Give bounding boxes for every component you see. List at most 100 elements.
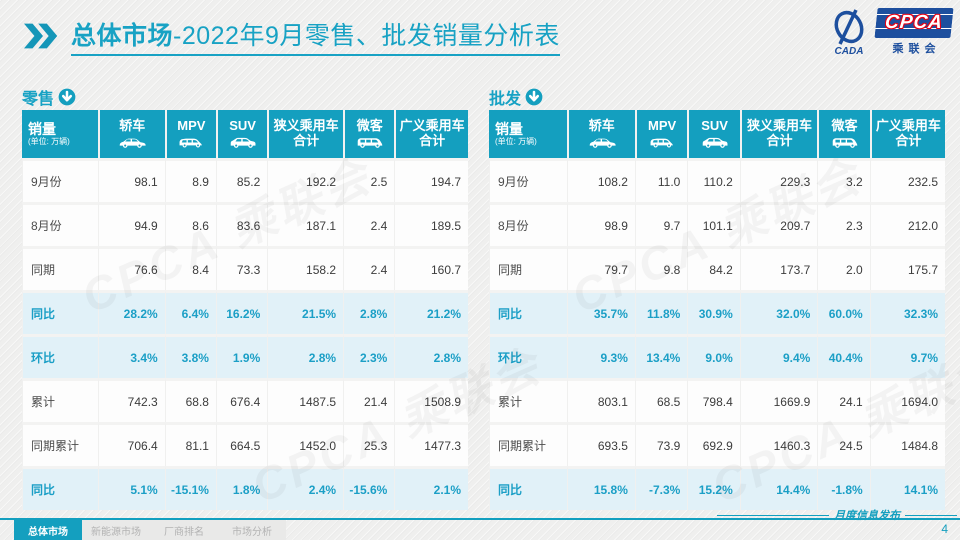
column-label: MPV bbox=[648, 118, 677, 134]
column-header: 轿车 bbox=[566, 110, 635, 158]
value-cell: 1.9% bbox=[215, 334, 268, 378]
value-cell: 2.0 bbox=[817, 246, 870, 290]
table-row: 同比 5.1% -15.1% 1.8% 2.4% -15.6% 2.1% bbox=[22, 466, 468, 510]
value-cell: 9.3% bbox=[566, 334, 635, 378]
column-header: SUV bbox=[215, 110, 268, 158]
value-cell: 30.9% bbox=[687, 290, 740, 334]
cpca-logo: CADA CPCA 乘联会 bbox=[827, 8, 954, 61]
column-unit-note: (单位: 万辆) bbox=[28, 137, 70, 147]
release-line-right bbox=[905, 514, 957, 516]
value-cell: 175.7 bbox=[869, 246, 945, 290]
value-cell: 1477.3 bbox=[394, 422, 468, 466]
table-row: 环比 9.3% 13.4% 9.0% 9.4% 40.4% 9.7% bbox=[489, 334, 945, 378]
tab-oem-ranking[interactable]: 厂商排名 bbox=[164, 526, 204, 538]
value-cell: 2.8% bbox=[343, 290, 395, 334]
suv-icon bbox=[218, 136, 267, 149]
value-cell: 3.8% bbox=[164, 334, 216, 378]
wholesale-section: 批发 销量 (单位: 万辆) 轿车 MPV SUV 狭义乘用车 合计 微客 广义乘用车 合计 9月… bbox=[489, 86, 945, 510]
value-cell: 85.2 bbox=[215, 158, 268, 202]
column-header: SUV bbox=[687, 110, 740, 158]
value-cell: -1.8% bbox=[817, 466, 870, 510]
retail-section: 零售 销量 (单位: 万辆) 轿车 MPV SUV 狭义乘用车 合计 微客 广义乘用车 合计 9月… bbox=[22, 86, 468, 510]
value-cell: 692.9 bbox=[687, 422, 740, 466]
cpca-box: CPCA bbox=[874, 8, 954, 38]
down-arrow-icon bbox=[58, 88, 76, 106]
table-row: 累计 742.3 68.8 676.4 1487.5 21.4 1508.9 bbox=[22, 378, 468, 422]
row-label: 环比 bbox=[489, 334, 567, 378]
value-cell: 8.6 bbox=[164, 202, 216, 246]
value-cell: 1452.0 bbox=[267, 422, 344, 466]
value-cell: 81.1 bbox=[164, 422, 216, 466]
value-cell: 13.4% bbox=[634, 334, 688, 378]
value-cell: 194.7 bbox=[394, 158, 468, 202]
table-row: 累计 803.1 68.5 798.4 1669.9 24.1 1694.0 bbox=[489, 378, 945, 422]
value-cell: 2.3 bbox=[817, 202, 870, 246]
value-cell: 108.2 bbox=[566, 158, 635, 202]
value-cell: 8.9 bbox=[164, 158, 216, 202]
column-header: 销量 (单位: 万辆) bbox=[489, 110, 567, 158]
cpca-subtitle: 乘联会 bbox=[892, 43, 941, 55]
value-cell: 11.8% bbox=[634, 290, 688, 334]
value-cell: 9.7 bbox=[634, 202, 688, 246]
tab-nev-market[interactable]: 新能源市场 bbox=[91, 526, 141, 538]
value-cell: 9.0% bbox=[687, 334, 740, 378]
page-title: 总体市场-2022年9月零售、批发销量分析表 bbox=[71, 22, 560, 56]
row-label: 8月份 bbox=[489, 202, 567, 246]
column-header: 微客 bbox=[817, 110, 870, 158]
value-cell: 35.7% bbox=[566, 290, 635, 334]
value-cell: 742.3 bbox=[97, 378, 165, 422]
value-cell: 706.4 bbox=[97, 422, 165, 466]
page-header: 总体市场-2022年9月零售、批发销量分析表 bbox=[24, 22, 560, 56]
value-cell: 16.2% bbox=[215, 290, 268, 334]
value-cell: 98.1 bbox=[97, 158, 165, 202]
down-arrow-icon bbox=[525, 88, 543, 106]
value-cell: 101.1 bbox=[687, 202, 740, 246]
column-label: 微客 bbox=[831, 118, 858, 134]
tab-market-analysis[interactable]: 市场分析 bbox=[232, 526, 272, 538]
minibus-icon bbox=[819, 136, 869, 149]
column-label: 销量 bbox=[495, 121, 523, 138]
value-cell: -15.1% bbox=[164, 466, 216, 510]
tab-overall-market[interactable]: 总体市场 bbox=[14, 520, 82, 540]
value-cell: 9.8 bbox=[634, 246, 688, 290]
release-line-left bbox=[717, 514, 829, 516]
footer-divider bbox=[0, 518, 960, 520]
table-row: 同比 15.8% -7.3% 15.2% 14.4% -1.8% 14.1% bbox=[489, 466, 945, 510]
row-label: 同期累计 bbox=[489, 422, 567, 466]
row-label: 9月份 bbox=[22, 158, 98, 202]
value-cell: 2.8% bbox=[394, 334, 468, 378]
column-header: 广义乘用车 合计 bbox=[394, 110, 468, 158]
cpca-text: CPCA bbox=[884, 12, 945, 33]
row-label: 同期 bbox=[489, 246, 567, 290]
value-cell: 2.1% bbox=[394, 466, 468, 510]
value-cell: 5.1% bbox=[97, 466, 165, 510]
value-cell: 11.0 bbox=[634, 158, 688, 202]
value-cell: 2.4 bbox=[343, 246, 395, 290]
table-row: 同期累计 693.5 73.9 692.9 1460.3 24.5 1484.8 bbox=[489, 422, 945, 466]
value-cell: 2.4% bbox=[267, 466, 344, 510]
value-cell: 9.4% bbox=[739, 334, 818, 378]
double-chevron-icon bbox=[24, 23, 62, 54]
footer-nav: 总体市场 新能源市场 厂商排名 市场分析 bbox=[14, 520, 286, 540]
row-label: 同期累计 bbox=[22, 422, 98, 466]
value-cell: 15.2% bbox=[687, 466, 740, 510]
value-cell: 2.8% bbox=[267, 334, 344, 378]
column-label: 微客 bbox=[356, 118, 383, 134]
page-number: 4 bbox=[941, 522, 948, 536]
value-cell: 79.7 bbox=[566, 246, 635, 290]
value-cell: 1669.9 bbox=[739, 378, 818, 422]
value-cell: 158.2 bbox=[267, 246, 344, 290]
column-header: 狭义乘用车 合计 bbox=[739, 110, 818, 158]
value-cell: 229.3 bbox=[739, 158, 818, 202]
value-cell: 110.2 bbox=[687, 158, 740, 202]
value-cell: 803.1 bbox=[566, 378, 635, 422]
value-cell: -15.6% bbox=[343, 466, 395, 510]
column-label: 广义乘用车 bbox=[399, 118, 465, 134]
wholesale-section-header: 批发 bbox=[489, 86, 945, 108]
mpv-icon bbox=[637, 136, 687, 149]
row-label: 同比 bbox=[22, 466, 98, 510]
value-cell: 160.7 bbox=[394, 246, 468, 290]
value-cell: 173.7 bbox=[739, 246, 818, 290]
value-cell: 83.6 bbox=[215, 202, 268, 246]
column-label-line2: 合计 bbox=[419, 133, 446, 148]
